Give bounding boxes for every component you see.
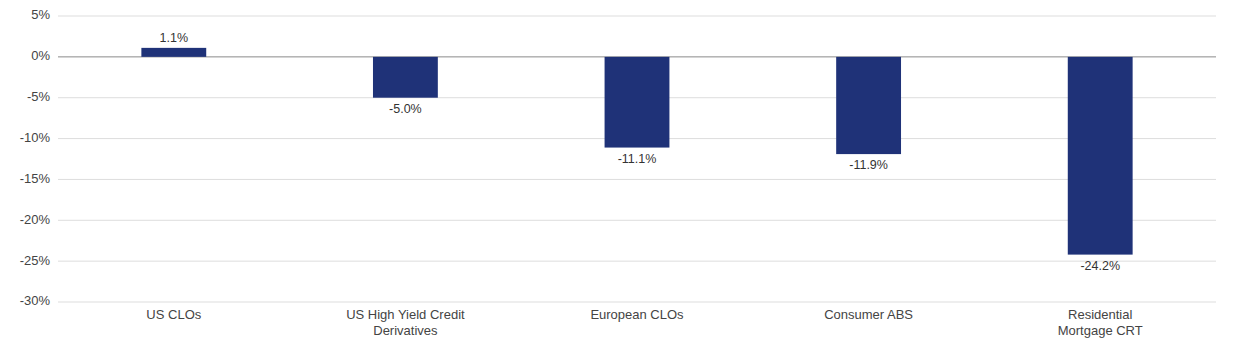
page: {"chart_data": { "type": "bar", "categor…: [0, 0, 1236, 348]
y-tick-labels: 5% 0% -5% -10% -15% -20% -25% -30%: [20, 7, 51, 308]
y-tick-label: -30%: [20, 293, 51, 308]
y-tick-label: -10%: [20, 130, 51, 145]
data-label: 1.1%: [160, 31, 189, 45]
x-tick-label: Consumer ABS: [824, 307, 913, 322]
x-tick-label-line: Derivatives: [373, 323, 438, 338]
y-tick-label: -15%: [20, 171, 51, 186]
y-tick-label: -5%: [27, 89, 51, 104]
y-grid: [58, 16, 1216, 302]
bar: [141, 48, 206, 57]
grid-line: [58, 302, 1216, 303]
y-tick-label: 0%: [31, 48, 50, 63]
x-tick-labels: US CLOs US High Yield CreditDerivatives Eu…: [146, 307, 1142, 338]
x-tick-label: US CLOs: [146, 307, 201, 322]
data-label: -11.9%: [849, 158, 888, 172]
data-label: -5.0%: [389, 102, 422, 116]
y-tick-label: -20%: [20, 212, 51, 227]
x-tick-label-line: US High Yield Credit: [346, 307, 465, 322]
bar: [605, 57, 670, 148]
grid-line: [58, 220, 1216, 221]
chart: 5% 0% -5% -10% -15% -20% -25% -30% 1.1% -5.0% -11.…: [0, 0, 1236, 348]
x-tick-label: ResidentialMortgage CRT: [1058, 307, 1143, 338]
y-tick-label: -25%: [20, 253, 51, 268]
bar: [1068, 57, 1133, 255]
x-tick-label: European CLOs: [590, 307, 684, 322]
chart-container: 5% 0% -5% -10% -15% -20% -25% -30% 1.1% -5.0% -11.…: [0, 0, 1236, 348]
bars: [141, 48, 1132, 255]
data-label: -24.2%: [1080, 259, 1120, 273]
data-labels: 1.1% -5.0% -11.1% -11.9% -24.2%: [160, 31, 1120, 273]
grid-line: [58, 261, 1216, 262]
x-tick-label-line: Consumer ABS: [824, 307, 913, 322]
grid-line: [58, 16, 1216, 17]
x-tick-label: US High Yield CreditDerivatives: [346, 307, 465, 338]
y-tick-label: 5%: [31, 7, 50, 22]
x-tick-label-line: US CLOs: [146, 307, 201, 322]
data-label: -11.1%: [618, 152, 657, 166]
x-tick-label-line: European CLOs: [590, 307, 684, 322]
bar: [836, 57, 901, 154]
x-tick-label-line: Mortgage CRT: [1058, 323, 1143, 338]
x-tick-label-line: Residential: [1068, 307, 1132, 322]
grid-line: [58, 179, 1216, 180]
bar: [373, 57, 438, 98]
